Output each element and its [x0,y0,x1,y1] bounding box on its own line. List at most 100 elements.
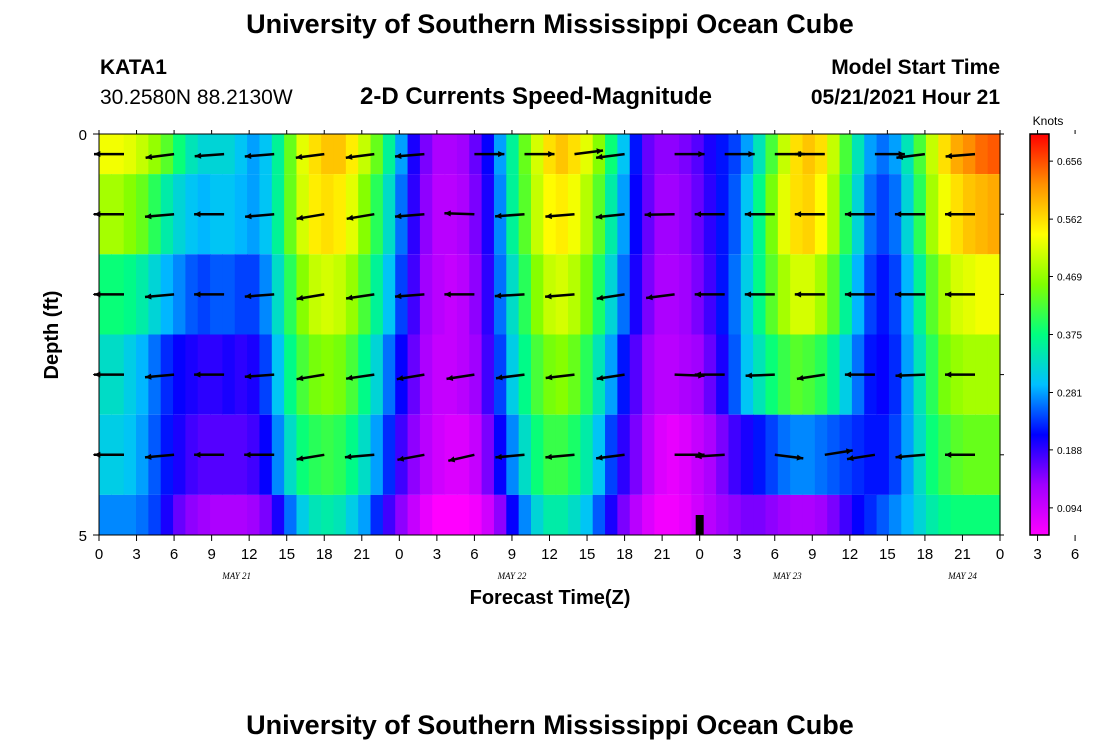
heatmap-cell [345,134,359,175]
x-tick-label: 3 [733,546,741,563]
current-vector-head [794,291,802,298]
heatmap-cell [654,134,668,175]
heatmap-cell [407,494,421,535]
heatmap-cell [839,494,853,535]
x-tick-label: 12 [841,546,858,563]
current-vector-head [397,455,405,462]
heatmap-cell [975,414,989,495]
colorbar-tick-label: 0.469 [1057,273,1082,284]
heatmap-cell [99,494,112,535]
heatmap-cell [654,414,668,495]
heatmap-cell [555,334,569,415]
heatmap-cell [703,134,717,175]
heatmap-cell [592,254,606,335]
current-vector-head [796,374,804,381]
colorbar-tick-label: 0.562 [1057,215,1082,226]
heatmap-cell [592,174,606,255]
heatmap-cell [950,134,964,175]
heatmap-cell [382,254,396,335]
heatmap-cell [296,414,310,495]
heatmap-cell [358,254,372,335]
heatmap-cell [654,254,668,335]
x-date-label: MAY 21 [221,571,251,581]
station-id: KATA1 [100,56,167,79]
x-tick-label: 3 [1033,546,1041,563]
current-vector-head [944,371,952,378]
chart-subtitle: 2-D Currents Speed-Magnitude [360,83,713,110]
station-coords: 30.2580N 88.2130W [100,86,293,109]
heatmap-cell [543,334,557,415]
current-vector-head [444,291,451,298]
heatmap-cell [382,494,396,535]
heatmap-cell [481,494,495,535]
current-vector-head [895,372,902,379]
heatmap-cell [851,494,865,535]
current-vector-head [596,153,603,160]
heatmap-cell [876,174,890,255]
heatmap-cell [444,414,458,495]
heatmap-cell [222,134,236,175]
heatmap-cell [185,494,199,535]
current-vector-head [498,151,505,158]
heatmap-cell [938,254,952,335]
current-vector-head [345,153,353,160]
heatmap-cell [864,134,878,175]
heatmap-cell [173,174,186,255]
current-vector-head [794,151,802,158]
heatmap-cell [851,414,865,495]
heatmap-cell [284,174,298,255]
current-vector-head [945,152,953,159]
page-title-bottom: University of Southern Mississippi Ocean… [246,710,854,740]
heatmap-cell [432,174,446,255]
heatmap-cell [345,174,359,255]
heatmap-cell [827,254,841,335]
current-vector-head [844,291,852,298]
heatmap-cell [728,254,742,335]
current-vector-head [794,211,802,218]
heatmap-cell [222,414,236,495]
heatmap-cell [358,494,372,535]
heatmap-cell [222,174,236,255]
heatmap-cell [888,494,902,535]
heatmap-cell [568,494,581,535]
heatmap-cell [629,174,643,255]
heatmap-cell [654,334,668,415]
heatmap-cell [543,494,557,535]
heatmap-cell [308,174,322,255]
heatmap-cell [419,414,433,495]
heatmap-cell [555,494,569,535]
y-axis: 05 [79,127,1004,545]
heatmap-cell [568,134,581,175]
heatmap-cell [444,134,458,175]
heatmap-cell [395,134,409,175]
heatmap-cell [432,134,446,175]
heatmap-cell [777,254,791,335]
heatmap-cell [123,134,137,175]
heatmap-cell [642,254,656,335]
heatmap-cell [580,494,594,535]
heatmap-cell [975,254,989,335]
heatmap-cell [888,414,902,495]
heatmap-cell [234,494,248,535]
heatmap-cell [901,134,915,175]
current-vector-head [244,451,251,458]
heatmap-cell [358,134,372,175]
x-tick-label: 18 [616,546,633,563]
current-vector-head [694,371,701,378]
heatmap-cell [481,334,495,415]
heatmap-cell [247,334,261,415]
heatmap-cell [925,134,939,175]
heatmap-cell [827,174,841,255]
current-vector-head [144,213,152,220]
heatmap-cell [728,494,742,535]
heatmap-cell [530,174,544,255]
current-vector-head [494,292,502,299]
x-tick-label: 0 [695,546,703,563]
current-vector-head [698,151,705,158]
x-tick-label: 9 [508,546,516,563]
colorbar-label: Knots [1033,114,1064,128]
heatmap-cell [876,494,890,535]
current-vector-head [144,453,152,460]
heatmap-cell [876,254,890,335]
heatmap-cell [716,494,730,535]
